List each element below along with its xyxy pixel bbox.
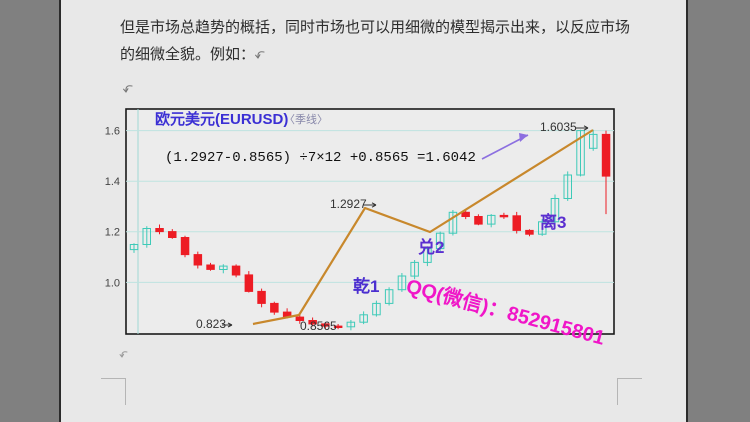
svg-text:1.2: 1.2 [105, 227, 120, 239]
svg-text:〈季线〉: 〈季线〉 [284, 112, 328, 126]
svg-text:欧元美元(EURUSD): 欧元美元(EURUSD) [155, 110, 288, 128]
svg-text:0.8565: 0.8565 [300, 319, 337, 333]
svg-text:乾1: 乾1 [353, 276, 379, 296]
svg-text:离3: 离3 [540, 212, 566, 232]
svg-text:1.6035: 1.6035 [540, 120, 577, 134]
svg-text:1.6: 1.6 [105, 126, 120, 138]
svg-text:1.0: 1.0 [105, 277, 120, 289]
svg-text:1.2927: 1.2927 [330, 197, 367, 211]
svg-text:0.823: 0.823 [196, 317, 226, 331]
svg-text:兑2: 兑2 [418, 237, 444, 257]
svg-text:(1.2927-0.8565) ÷7×12 +0.8565: (1.2927-0.8565) ÷7×12 +0.8565 =1.6042 [165, 150, 476, 166]
svg-text:1.4: 1.4 [105, 176, 120, 188]
